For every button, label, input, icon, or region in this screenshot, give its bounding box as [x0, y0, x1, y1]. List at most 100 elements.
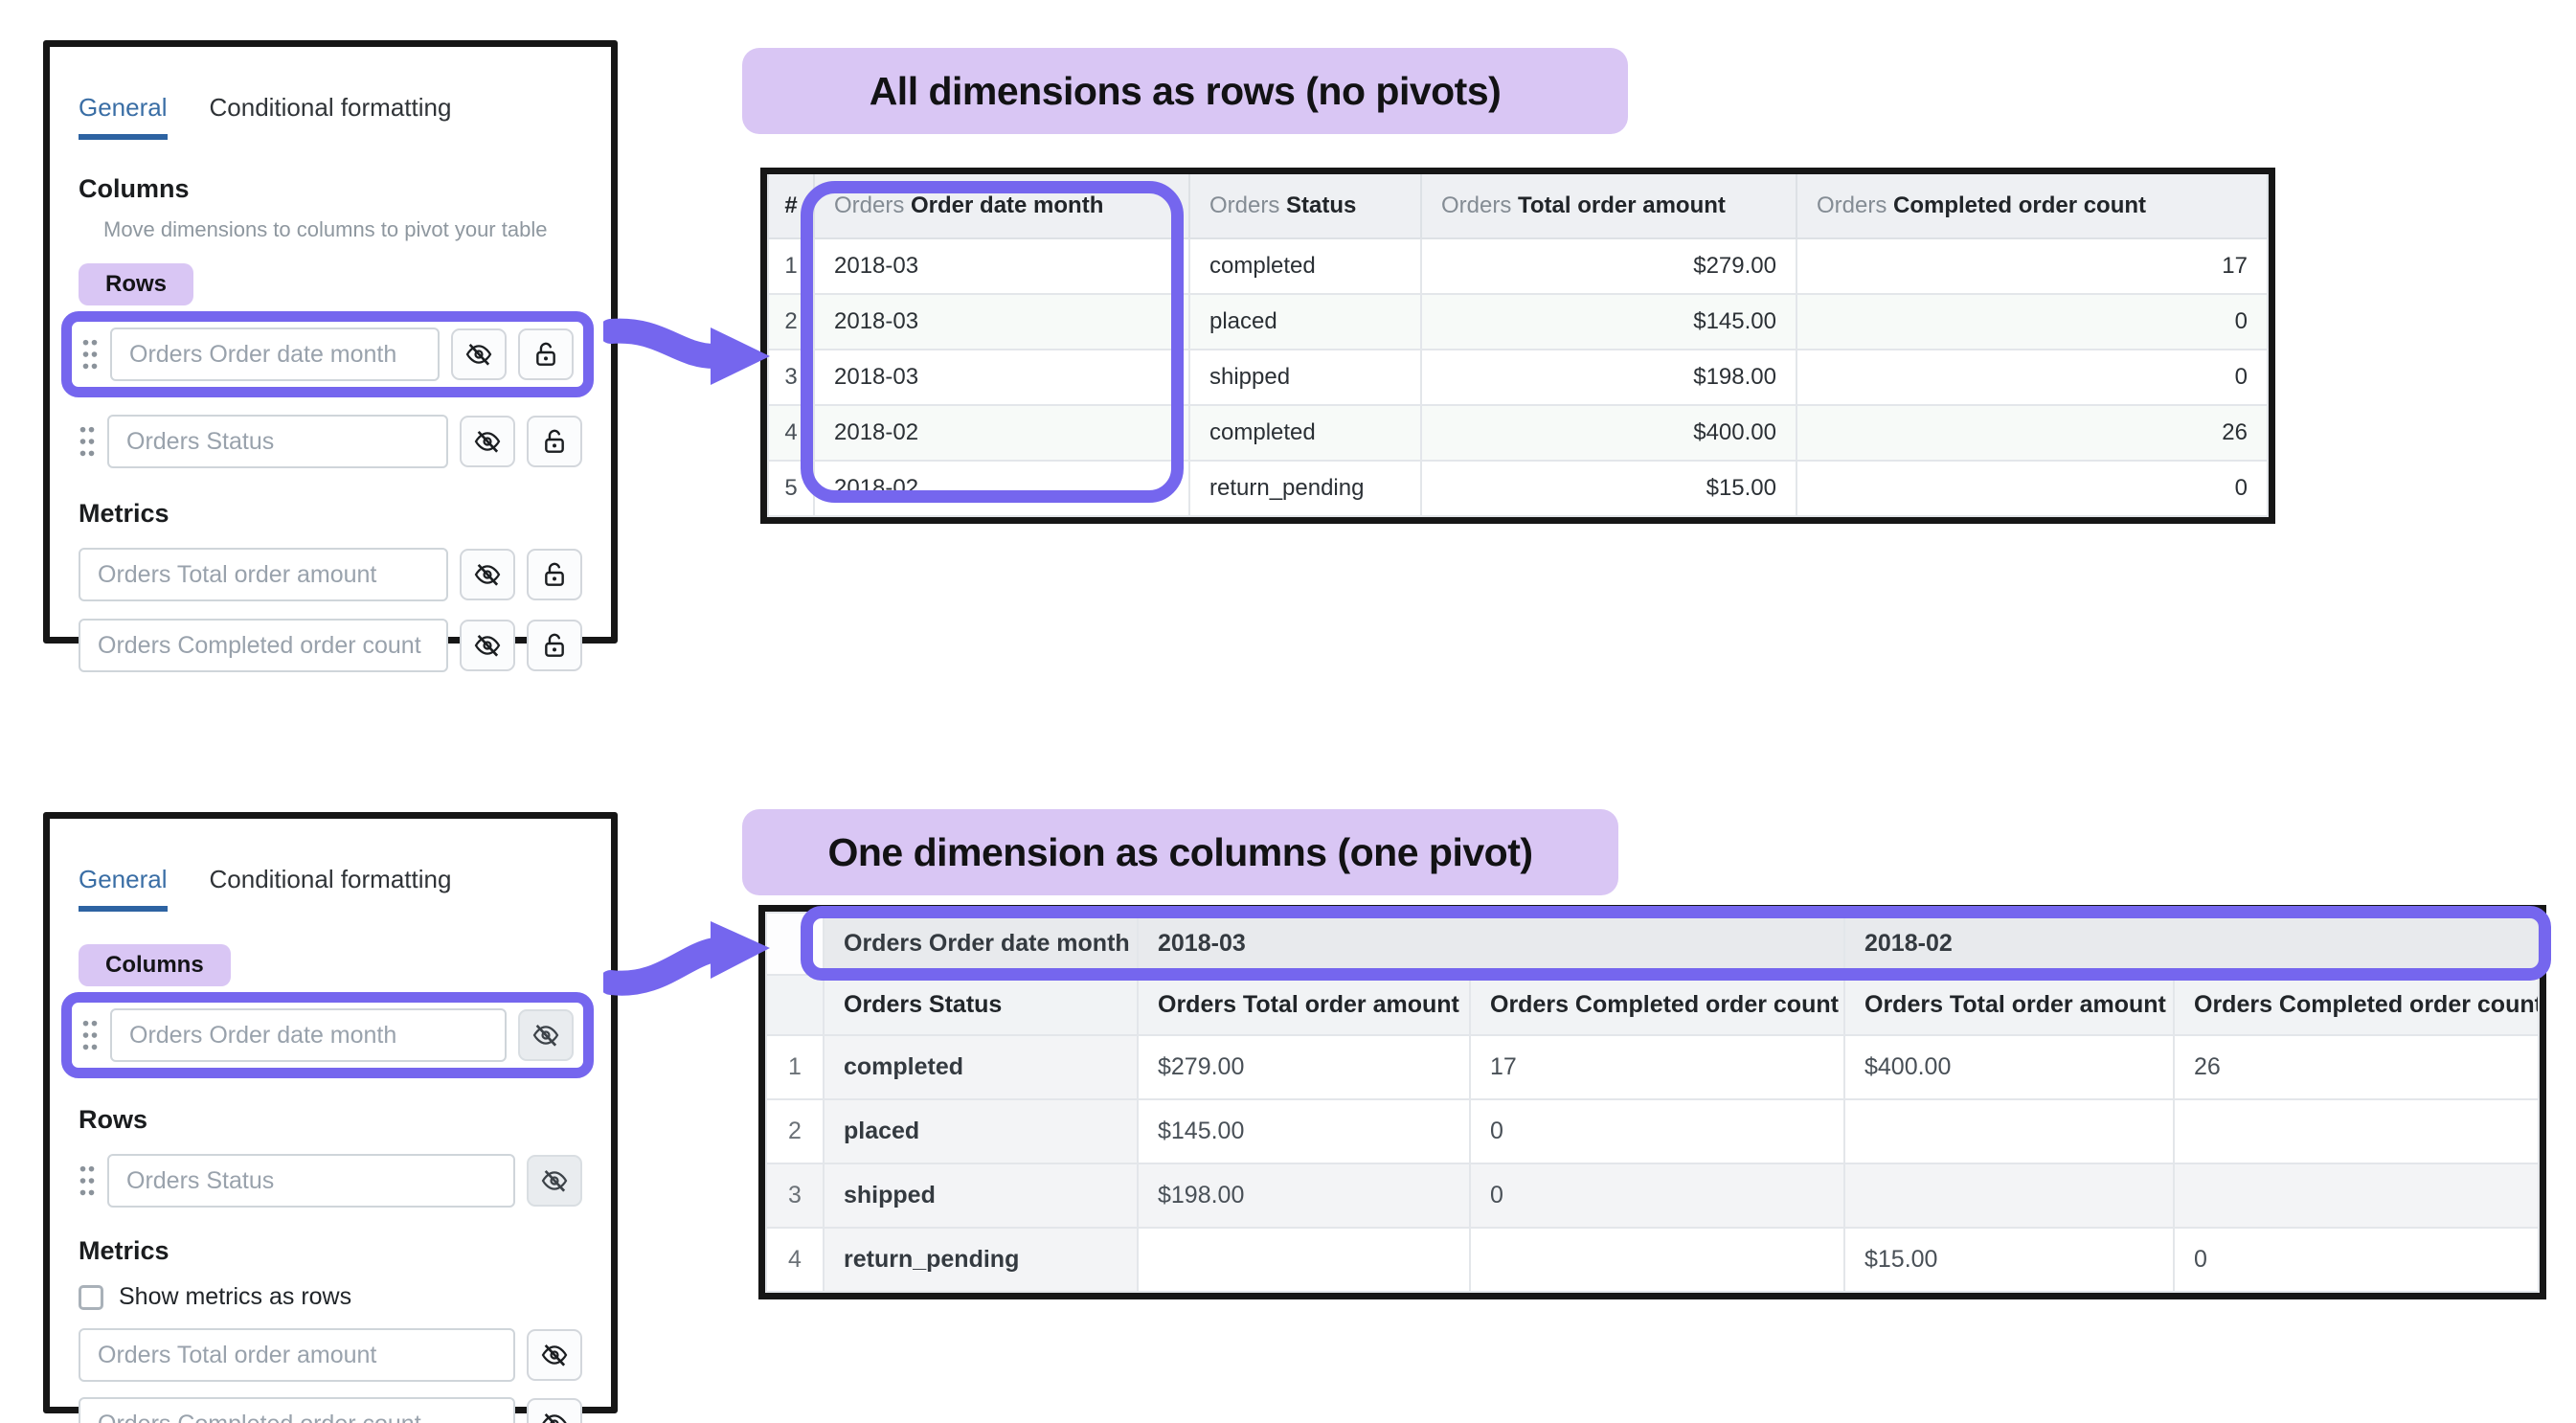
eye-off-icon	[472, 559, 503, 590]
hide-field-button[interactable]	[518, 1009, 574, 1061]
pivot-results-table: Orders Order date month 2018-03 2018-02 …	[758, 905, 2546, 1299]
cell-count	[2173, 1098, 2540, 1164]
eye-off-icon	[539, 1340, 570, 1370]
cell-status: shipped	[823, 1163, 1139, 1229]
lock-open-icon	[539, 559, 570, 590]
field-orders-status[interactable]: Orders Status	[107, 415, 448, 468]
cell-status: completed	[1188, 237, 1422, 295]
row-index: 2	[765, 1098, 825, 1164]
hide-field-button[interactable]	[527, 1398, 582, 1423]
col-header-status: Orders Status	[1188, 174, 1422, 239]
tab-general[interactable]: General	[79, 865, 168, 912]
table-row: 3 shipped $198.00 0	[765, 1163, 2540, 1229]
cell-date: 2018-03	[813, 349, 1190, 406]
table-row: 4 return_pending $15.00 0	[765, 1227, 2540, 1293]
cell-amount: $400.00	[1420, 404, 1797, 462]
cell-amount: $145.00	[1137, 1098, 1471, 1164]
tab-conditional-formatting[interactable]: Conditional formatting	[209, 93, 452, 122]
drag-handle-icon[interactable]	[81, 1019, 99, 1051]
hide-field-button[interactable]	[460, 549, 515, 600]
cell-status: placed	[1188, 293, 1422, 350]
columns-chip: Columns	[79, 944, 231, 986]
cell-count	[2173, 1163, 2540, 1229]
col-header-status: Orders Status	[823, 974, 1139, 1036]
table-row: 2 2018-03 placed $145.00 0	[767, 293, 2269, 350]
field-total-order-amount[interactable]: Orders Total order amount	[79, 1328, 515, 1382]
cell-count	[1469, 1227, 1845, 1293]
field-total-order-amount[interactable]: Orders Total order amount	[79, 548, 448, 601]
row-index: 3	[765, 1163, 825, 1229]
field-placeholder: Orders Total order amount	[98, 560, 377, 588]
flat-table-header-row: # Orders Order date month Orders Status …	[767, 174, 2269, 239]
col-header-total-order-amount: Orders Total order amount	[1843, 974, 2175, 1036]
eye-off-icon	[539, 1165, 570, 1196]
hide-field-button[interactable]	[451, 328, 507, 380]
columns-helper-text: Move dimensions to columns to pivot your…	[103, 217, 548, 241]
col-header-order-date-month: Orders Order date month	[813, 174, 1190, 239]
field-placeholder: Orders Order date month	[129, 1021, 397, 1049]
cell-status: completed	[823, 1034, 1139, 1100]
row-index: 3	[767, 349, 815, 406]
metric-field: Orders Total order amount	[79, 1328, 582, 1382]
row-field: Orders Status	[79, 415, 582, 468]
section-title-no-pivot: All dimensions as rows (no pivots)	[742, 48, 1628, 134]
cell-count: 17	[1469, 1034, 1845, 1100]
metric-field: Orders Total order amount	[79, 548, 582, 601]
drag-handle-icon[interactable]	[79, 425, 96, 458]
arrow-to-flat-table	[603, 318, 770, 385]
table-row: 1 completed $279.00 17 $400.00 26	[765, 1034, 2540, 1100]
field-placeholder: Orders Completed order count	[98, 631, 421, 659]
drag-handle-icon[interactable]	[81, 338, 99, 371]
row-index: 5	[767, 460, 815, 517]
flat-results-table: # Orders Order date month Orders Status …	[760, 168, 2275, 524]
lock-open-icon	[539, 630, 570, 661]
field-order-date-month[interactable]: Orders Order date month	[110, 1008, 507, 1062]
cell-date: 2018-03	[813, 293, 1190, 350]
freeze-field-button[interactable]	[527, 549, 582, 600]
field-orders-status[interactable]: Orders Status	[107, 1154, 515, 1208]
rows-heading: Rows	[79, 1105, 148, 1134]
hide-field-button[interactable]	[460, 416, 515, 467]
show-metrics-checkbox[interactable]	[79, 1284, 103, 1310]
col-header-total-order-amount: Orders Total order amount	[1420, 174, 1797, 239]
freeze-field-button[interactable]	[527, 620, 582, 671]
freeze-field-button[interactable]	[527, 416, 582, 467]
table-row: 1 2018-03 completed $279.00 17	[767, 237, 2269, 295]
hide-field-button[interactable]	[460, 620, 515, 671]
cell-status: shipped	[1188, 349, 1422, 406]
show-metrics-as-rows-row: Show metrics as rows	[79, 1283, 582, 1311]
tab-general[interactable]: General	[79, 93, 168, 140]
field-order-date-month[interactable]: Orders Order date month	[110, 328, 440, 381]
row-index: 1	[765, 1034, 825, 1100]
metric-field: Orders Completed order count	[79, 1397, 582, 1423]
cell-count: 26	[2173, 1034, 2540, 1100]
hide-field-button[interactable]	[527, 1329, 582, 1381]
row-index: 4	[767, 404, 815, 462]
table-row: 4 2018-02 completed $400.00 26	[767, 404, 2269, 462]
cell-status: return_pending	[1188, 460, 1422, 517]
col-header-index: #	[767, 174, 815, 239]
field-placeholder: Orders Order date month	[129, 340, 397, 368]
metric-field: Orders Completed order count	[79, 619, 582, 672]
cell-count: 0	[1796, 349, 2269, 406]
cell-count: 0	[1469, 1098, 1845, 1164]
hide-field-button[interactable]	[527, 1155, 582, 1207]
cell-count: 26	[1796, 404, 2269, 462]
cell-date: 2018-02	[813, 460, 1190, 517]
cell-count: 0	[1469, 1163, 1845, 1229]
cell-amount	[1843, 1098, 2175, 1164]
field-completed-order-count[interactable]: Orders Completed order count	[79, 619, 448, 672]
pivot-header-row: Orders Order date month 2018-03 2018-02	[765, 912, 2540, 976]
field-placeholder: Orders Status	[126, 427, 275, 455]
table-row: 2 placed $145.00 0	[765, 1098, 2540, 1164]
config-panel-no-pivot: General Conditional formatting Columns M…	[43, 40, 618, 672]
field-completed-order-count[interactable]: Orders Completed order count	[79, 1397, 515, 1423]
section-title-text: All dimensions as rows (no pivots)	[869, 68, 1502, 113]
field-placeholder: Orders Total order amount	[98, 1341, 377, 1368]
eye-off-icon	[472, 426, 503, 457]
freeze-field-button[interactable]	[518, 328, 574, 380]
drag-handle-icon[interactable]	[79, 1164, 96, 1197]
eye-off-icon	[463, 339, 494, 370]
tab-conditional-formatting[interactable]: Conditional formatting	[209, 865, 452, 893]
